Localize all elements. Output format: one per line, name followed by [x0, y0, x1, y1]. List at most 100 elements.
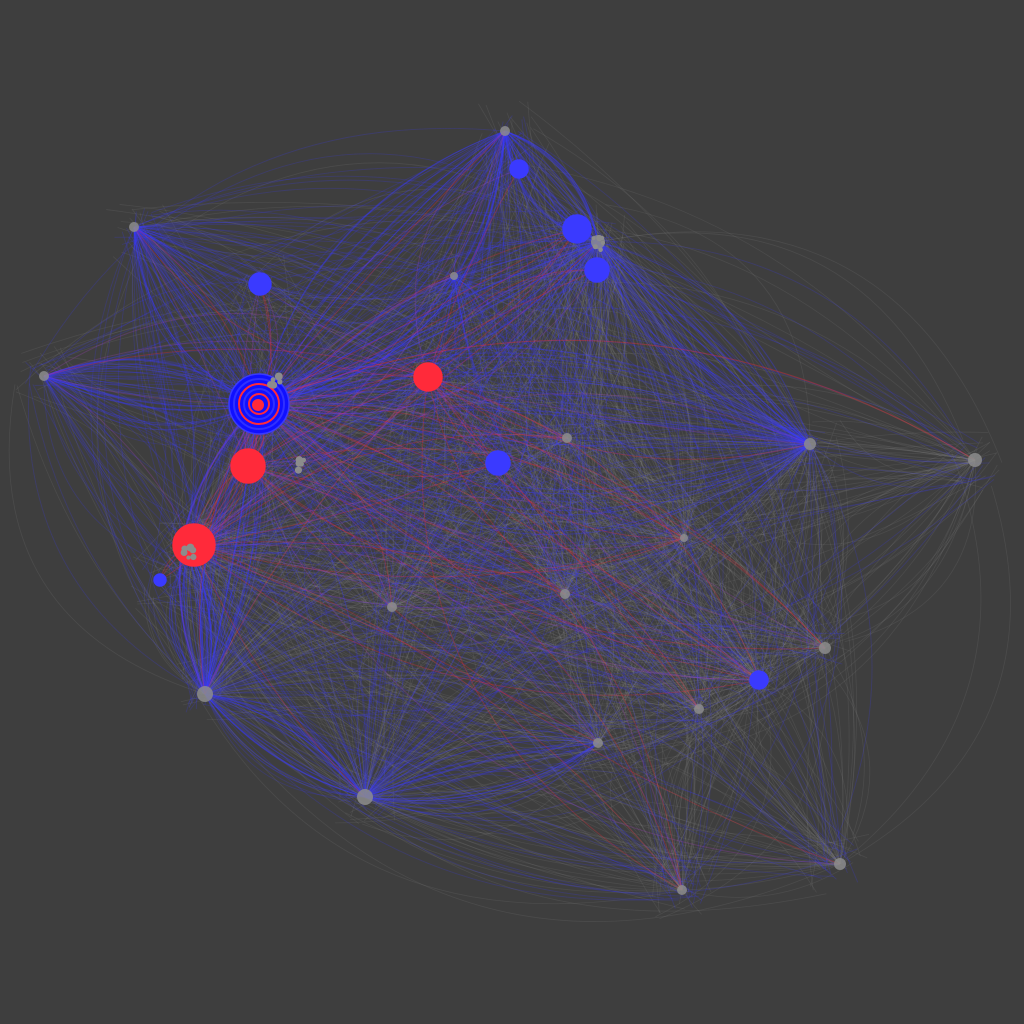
edge-blue	[435, 291, 811, 445]
edge-blue-bundle	[204, 693, 366, 798]
edge-gray	[383, 437, 568, 771]
edge-blue	[188, 254, 583, 551]
edge-blue	[133, 226, 574, 300]
edge-blue	[246, 130, 506, 389]
edge-gray	[391, 469, 1000, 648]
edge-gray	[266, 412, 700, 710]
edge-gray	[563, 605, 761, 681]
edge-blue	[31, 130, 506, 370]
edge-gray	[364, 616, 417, 798]
edge-blue	[257, 403, 384, 611]
edge-gray	[607, 232, 685, 539]
edge-gray	[273, 437, 568, 475]
edge-gray	[564, 442, 991, 595]
edge-gray	[204, 676, 826, 758]
edge-gray	[242, 387, 761, 681]
edge-blue-bundle	[257, 403, 811, 495]
edge-blue-bundle	[257, 130, 506, 405]
edge-gray	[581, 222, 683, 891]
edge-blue	[530, 150, 811, 445]
edge-gray	[381, 537, 685, 769]
edge-gray	[176, 606, 393, 665]
edge-blue	[133, 226, 245, 424]
main-hub-ring	[248, 393, 270, 415]
edge-gray	[204, 685, 771, 795]
edge-blue	[103, 210, 206, 695]
edge-gray	[159, 210, 395, 608]
edge-blue	[254, 130, 506, 484]
edge-gray	[475, 252, 683, 891]
blue-node-7	[749, 670, 769, 690]
edge-blue	[43, 375, 826, 863]
edge-blue	[453, 220, 616, 277]
edge-gray	[373, 724, 841, 865]
edge-blue	[43, 375, 692, 711]
edge-blue	[43, 375, 553, 602]
edge-gray	[117, 227, 761, 681]
edge-blue	[654, 443, 811, 874]
edge-blue	[364, 164, 532, 798]
edge-blue-bundle	[257, 403, 811, 511]
hub-bottom-left	[197, 686, 213, 702]
edge-gray	[564, 593, 660, 914]
edge-red	[258, 401, 685, 539]
edge-blue-bundle	[133, 226, 259, 405]
edge-gray	[284, 417, 700, 710]
edge-gray	[156, 241, 599, 581]
edge-gray	[188, 298, 592, 551]
edge-blue-bundle	[257, 130, 506, 405]
edge-red	[258, 403, 685, 539]
edge-blue	[453, 258, 592, 281]
edge-blue	[453, 275, 713, 904]
edge-gray	[412, 385, 685, 539]
edge-gray	[188, 179, 518, 551]
edge-gray	[566, 437, 798, 485]
edge-gray	[538, 168, 811, 445]
edge-gray	[597, 241, 719, 874]
edge-blue	[373, 130, 568, 816]
edge-gray	[676, 548, 841, 865]
edge-gray	[572, 579, 700, 710]
edge-gray	[165, 600, 206, 695]
edge-gray	[686, 509, 761, 681]
edge-blue	[133, 226, 597, 307]
edge-blue-bundle	[43, 375, 259, 426]
edge-blue-bundle	[257, 130, 506, 405]
edge-gray	[259, 266, 700, 710]
edge-blue-bundle	[174, 549, 206, 695]
edge-blue	[178, 275, 455, 574]
edge-gray	[597, 742, 817, 893]
edge-gray	[160, 225, 700, 710]
edge-blue	[188, 459, 487, 551]
edge-gray	[188, 549, 707, 880]
edge-gray	[391, 469, 834, 620]
cluster-node	[294, 466, 302, 474]
edge-gray	[144, 587, 206, 695]
edge-blue	[188, 549, 596, 736]
edge-gray	[592, 679, 761, 740]
edge-blue	[382, 275, 455, 782]
edge-blue	[504, 130, 592, 430]
edge-blue	[553, 241, 599, 587]
edge-gray	[512, 185, 685, 539]
red-node-1	[413, 362, 443, 392]
edge-gray	[572, 443, 811, 748]
edges-red	[43, 130, 976, 891]
edge-gray	[655, 443, 811, 869]
edge-blue	[471, 285, 811, 445]
edge-blue	[431, 371, 811, 445]
blue-node-3	[584, 257, 610, 283]
edge-gray	[809, 431, 989, 445]
edge-gray	[364, 660, 770, 800]
edge-gray	[204, 367, 438, 695]
edge-blue	[188, 273, 611, 551]
edge-gray	[546, 207, 683, 891]
edge-blue-bundle	[257, 241, 599, 405]
edge-gray	[204, 230, 590, 695]
edge-blue	[43, 348, 771, 682]
edge-blue	[257, 403, 810, 659]
edge-gray	[782, 459, 976, 696]
edge-gray	[572, 679, 761, 741]
edge-gray	[350, 443, 811, 820]
edge-red	[193, 393, 811, 546]
